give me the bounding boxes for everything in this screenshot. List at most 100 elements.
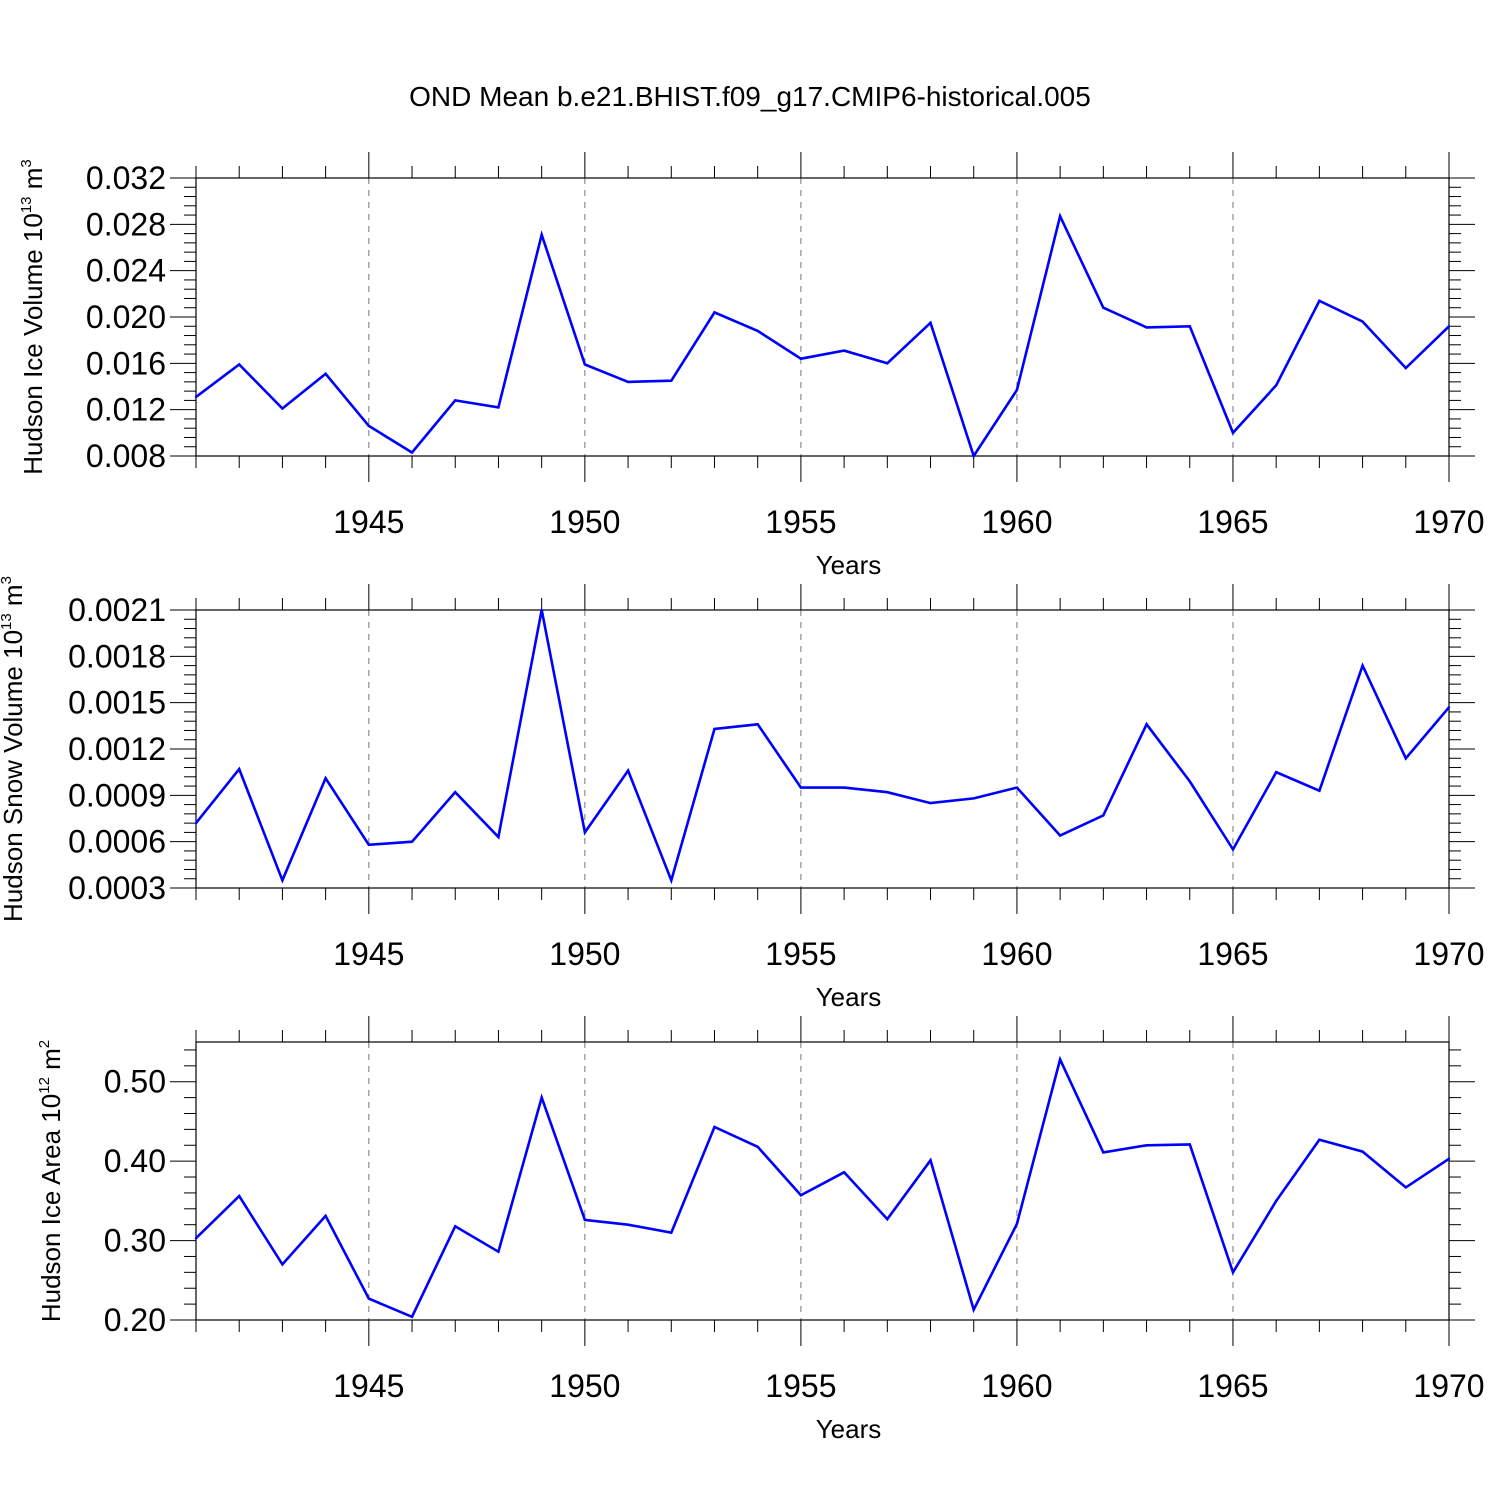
data-point [670, 1231, 673, 1234]
data-point [367, 1297, 371, 1300]
data-point [1404, 757, 1407, 760]
x-tick-label: 1965 [1197, 1368, 1268, 1404]
data-point [1231, 431, 1235, 435]
x-tick-label: 1945 [333, 504, 404, 540]
data-point [626, 769, 630, 772]
y-tick-label: 0.028 [86, 206, 166, 242]
data-point [929, 801, 932, 805]
x-tick-label: 1960 [981, 504, 1052, 540]
x-tick-label: 1970 [1413, 936, 1484, 972]
data-point [194, 395, 198, 399]
x-tick-label: 1945 [333, 936, 404, 972]
y-tick-label: 0.30 [104, 1223, 166, 1259]
data-point [1058, 215, 1062, 218]
data-point [540, 1096, 543, 1099]
data-point [713, 1125, 716, 1129]
data-point [194, 1236, 198, 1240]
data-point [238, 767, 241, 771]
y-axis-title: Hudson Snow Volume 1013 m3 [0, 576, 28, 922]
data-point [238, 363, 241, 366]
y-tick-label: 0.032 [86, 160, 166, 196]
data-point [410, 1315, 414, 1319]
data-point [929, 321, 932, 324]
x-tick-label: 1955 [765, 1368, 836, 1404]
data-point [1145, 1144, 1148, 1147]
data-point [972, 454, 975, 458]
data-point [1274, 1199, 1278, 1203]
data-point [799, 1194, 803, 1197]
data-point [1145, 326, 1148, 329]
data-point [1318, 299, 1321, 302]
data-point [756, 329, 759, 333]
y-tick-label: 0.016 [86, 345, 166, 381]
data-point [626, 380, 630, 384]
x-tick-label: 1950 [549, 936, 620, 972]
data-point [799, 357, 803, 360]
data-point [1318, 789, 1321, 792]
data-point [1361, 320, 1364, 323]
chart-title: OND Mean b.e21.BHIST.f09_g17.CMIP6-histo… [409, 81, 1091, 112]
data-point [1404, 366, 1407, 370]
data-point [324, 777, 327, 780]
data-point [1058, 834, 1062, 837]
series-line [195, 212, 1450, 459]
data-point [1015, 786, 1019, 789]
data-point [1058, 1058, 1062, 1061]
data-point [583, 1218, 587, 1222]
data-point [1274, 770, 1278, 774]
panel-snow-volume: 0.0003 0.0006 0.0009 0.0012 0.0015 0.0018 0.00… [0, 576, 1485, 1012]
data-point [1102, 814, 1105, 817]
y-tick-label: 0.0018 [68, 638, 166, 674]
data-point [670, 879, 673, 882]
data-point [410, 840, 414, 843]
data-point [886, 362, 889, 365]
data-point [1102, 306, 1105, 309]
x-axis-title: Years [816, 1414, 882, 1444]
data-point [842, 349, 846, 352]
data-point [324, 1214, 327, 1218]
data-point [886, 791, 889, 794]
x-tick-label: 1950 [549, 1368, 620, 1404]
data-point [454, 791, 457, 794]
y-tick-label: 0.0012 [68, 731, 166, 767]
y-tick-label: 0.0015 [68, 685, 166, 721]
data-point [367, 843, 371, 846]
data-point [713, 727, 716, 731]
data-point [972, 797, 975, 800]
data-point [1361, 664, 1364, 667]
y-tick-label: 0.20 [104, 1302, 166, 1338]
data-point [842, 786, 846, 789]
plot-frame [195, 177, 1450, 457]
data-point [281, 879, 284, 882]
data-point [1145, 723, 1148, 726]
x-tick-label: 1960 [981, 1368, 1052, 1404]
data-point [540, 233, 543, 236]
x-axis-title: Years [816, 982, 882, 1012]
data-point [1231, 848, 1235, 851]
series-line [195, 1055, 1450, 1319]
y-tick-label: 0.0006 [68, 824, 166, 860]
data-point [238, 1194, 241, 1198]
data-point [1102, 1151, 1105, 1154]
y-tick-label: 0.0009 [68, 777, 166, 813]
data-point [410, 451, 414, 454]
data-point [626, 1223, 630, 1226]
data-point [497, 1250, 500, 1253]
data-point [1231, 1271, 1235, 1274]
y-tick-label: 0.40 [104, 1143, 166, 1179]
y-tick-label: 0.008 [86, 438, 166, 474]
y-tick-label: 0.012 [86, 392, 166, 428]
data-point [929, 1159, 932, 1162]
data-point [670, 379, 673, 382]
plot-frame [195, 1041, 1450, 1321]
data-point [972, 1308, 975, 1311]
data-point [454, 1225, 457, 1228]
data-point [1404, 1186, 1407, 1189]
data-point [799, 786, 803, 789]
panel-ice-area: 0.20 0.30 0.40 0.50 1945 1950 1955 1960 1965 1970… [36, 1016, 1485, 1444]
data-point [497, 406, 500, 409]
y-tick-label: 0.0021 [68, 592, 166, 628]
y-tick-label: 0.0003 [68, 870, 166, 906]
data-point [1188, 1143, 1191, 1146]
